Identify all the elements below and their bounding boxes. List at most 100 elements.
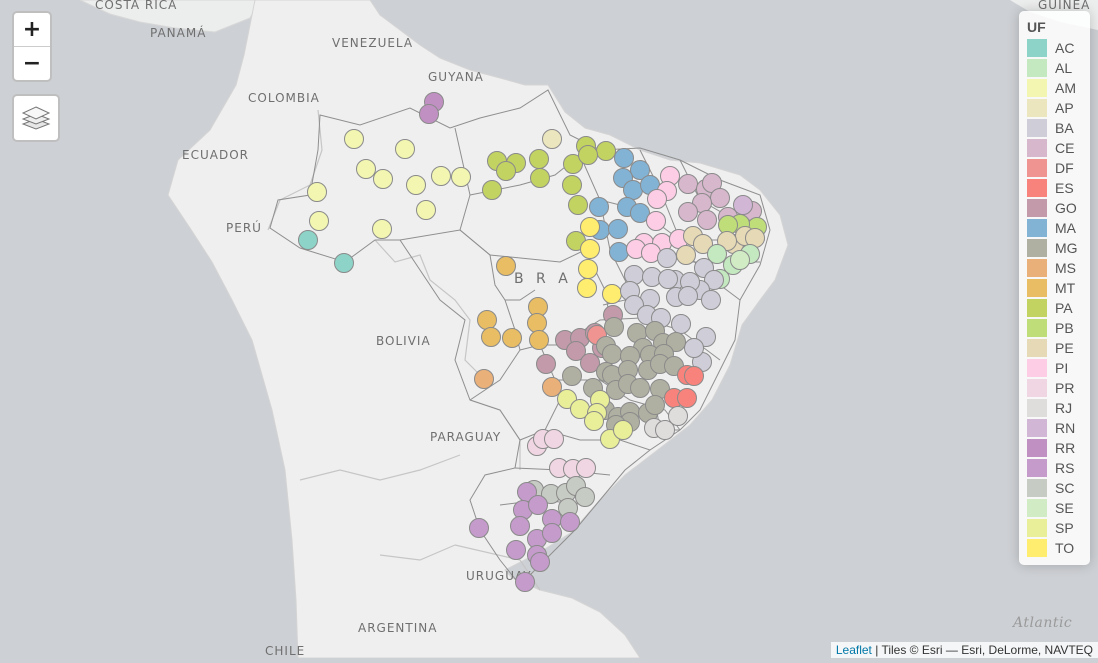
city-marker-mg[interactable] bbox=[602, 344, 622, 364]
city-marker-am[interactable] bbox=[431, 166, 451, 186]
city-marker-sp[interactable] bbox=[584, 411, 604, 431]
city-marker-mt[interactable] bbox=[529, 330, 549, 350]
city-marker-al[interactable] bbox=[707, 244, 727, 264]
city-marker-pa[interactable] bbox=[496, 161, 516, 181]
legend-label: MA bbox=[1055, 220, 1076, 236]
city-marker-am[interactable] bbox=[451, 167, 471, 187]
city-marker-ac[interactable] bbox=[334, 253, 354, 273]
city-marker-se[interactable] bbox=[730, 250, 750, 270]
city-marker-mt[interactable] bbox=[477, 310, 497, 330]
city-marker-to[interactable] bbox=[602, 284, 622, 304]
city-marker-mg[interactable] bbox=[666, 332, 686, 352]
city-marker-ap[interactable] bbox=[542, 129, 562, 149]
city-marker-am[interactable] bbox=[307, 182, 327, 202]
city-marker-ac[interactable] bbox=[298, 230, 318, 250]
city-marker-ma[interactable] bbox=[589, 197, 609, 217]
leaflet-link[interactable]: Leaflet bbox=[835, 643, 872, 657]
city-marker-mg[interactable] bbox=[604, 317, 624, 337]
city-marker-rj[interactable] bbox=[655, 420, 675, 440]
city-marker-rs[interactable] bbox=[469, 518, 489, 538]
layers-control-button[interactable] bbox=[12, 94, 60, 142]
city-marker-es[interactable] bbox=[677, 388, 697, 408]
city-marker-mg[interactable] bbox=[562, 366, 582, 386]
city-marker-ba[interactable] bbox=[704, 270, 724, 290]
city-marker-to[interactable] bbox=[577, 278, 597, 298]
city-marker-ma[interactable] bbox=[609, 242, 629, 262]
city-marker-pi[interactable] bbox=[646, 211, 666, 231]
city-marker-mg[interactable] bbox=[630, 378, 650, 398]
city-marker-rs[interactable] bbox=[510, 516, 530, 536]
city-marker-es[interactable] bbox=[684, 366, 704, 386]
city-marker-to[interactable] bbox=[580, 239, 600, 259]
city-marker-rs[interactable] bbox=[542, 523, 562, 543]
city-marker-go[interactable] bbox=[580, 353, 600, 373]
city-marker-pe[interactable] bbox=[693, 234, 713, 254]
city-marker-rs[interactable] bbox=[506, 540, 526, 560]
city-marker-ma[interactable] bbox=[630, 203, 650, 223]
city-marker-pa[interactable] bbox=[578, 145, 598, 165]
city-marker-am[interactable] bbox=[395, 139, 415, 159]
city-marker-go[interactable] bbox=[536, 354, 556, 374]
legend-label: PA bbox=[1055, 300, 1073, 316]
city-marker-am[interactable] bbox=[406, 175, 426, 195]
city-marker-am[interactable] bbox=[372, 219, 392, 239]
city-marker-rr[interactable] bbox=[419, 104, 439, 124]
city-marker-rs[interactable] bbox=[560, 512, 580, 532]
city-marker-ba[interactable] bbox=[684, 338, 704, 358]
city-marker-am[interactable] bbox=[416, 200, 436, 220]
city-marker-pr[interactable] bbox=[544, 429, 564, 449]
city-marker-ma[interactable] bbox=[614, 148, 634, 168]
city-marker-rs[interactable] bbox=[515, 572, 535, 592]
city-marker-pr[interactable] bbox=[576, 458, 596, 478]
city-marker-go[interactable] bbox=[566, 341, 586, 361]
city-marker-am[interactable] bbox=[373, 169, 393, 189]
city-marker-ce[interactable] bbox=[678, 174, 698, 194]
city-marker-rs[interactable] bbox=[530, 552, 550, 572]
city-marker-pa[interactable] bbox=[562, 175, 582, 195]
city-marker-pa[interactable] bbox=[482, 180, 502, 200]
city-marker-ma[interactable] bbox=[623, 180, 643, 200]
city-marker-rj[interactable] bbox=[668, 406, 688, 426]
city-marker-rs[interactable] bbox=[528, 495, 548, 515]
city-marker-mg[interactable] bbox=[645, 395, 665, 415]
city-marker-mt[interactable] bbox=[496, 256, 516, 276]
zoom-in-button[interactable]: + bbox=[22, 17, 42, 42]
city-marker-ba[interactable] bbox=[678, 286, 698, 306]
city-marker-to[interactable] bbox=[578, 259, 598, 279]
city-marker-ba[interactable] bbox=[701, 290, 721, 310]
city-marker-mt[interactable] bbox=[527, 313, 547, 333]
city-marker-pa[interactable] bbox=[568, 195, 588, 215]
legend-swatch bbox=[1027, 39, 1047, 57]
city-marker-ba[interactable] bbox=[671, 314, 691, 334]
city-marker-ms[interactable] bbox=[474, 369, 494, 389]
city-marker-ce[interactable] bbox=[697, 210, 717, 230]
city-markers[interactable] bbox=[298, 92, 767, 592]
zoom-out-button[interactable]: − bbox=[14, 46, 50, 80]
city-marker-ma[interactable] bbox=[608, 219, 628, 239]
city-marker-am[interactable] bbox=[344, 129, 364, 149]
city-marker-to[interactable] bbox=[580, 217, 600, 237]
city-marker-ce[interactable] bbox=[678, 202, 698, 222]
city-marker-pa[interactable] bbox=[563, 154, 583, 174]
city-marker-pi[interactable] bbox=[647, 189, 667, 209]
city-marker-sp[interactable] bbox=[613, 420, 633, 440]
legend-swatch bbox=[1027, 179, 1047, 197]
city-marker-ma[interactable] bbox=[630, 160, 650, 180]
city-marker-mt[interactable] bbox=[502, 328, 522, 348]
city-marker-pa[interactable] bbox=[596, 141, 616, 161]
city-marker-ce[interactable] bbox=[710, 188, 730, 208]
city-marker-am[interactable] bbox=[356, 159, 376, 179]
city-marker-ba[interactable] bbox=[657, 248, 677, 268]
legend-label: PR bbox=[1055, 380, 1075, 396]
city-marker-sc[interactable] bbox=[575, 487, 595, 507]
city-marker-ba[interactable] bbox=[658, 269, 678, 289]
city-marker-pa[interactable] bbox=[529, 149, 549, 169]
city-marker-am[interactable] bbox=[309, 211, 329, 231]
legend-title: UF bbox=[1027, 19, 1046, 35]
city-marker-pe[interactable] bbox=[676, 245, 696, 265]
city-marker-pa[interactable] bbox=[530, 168, 550, 188]
city-marker-ms[interactable] bbox=[542, 377, 562, 397]
city-marker-rn[interactable] bbox=[733, 195, 753, 215]
city-marker-mt[interactable] bbox=[481, 327, 501, 347]
